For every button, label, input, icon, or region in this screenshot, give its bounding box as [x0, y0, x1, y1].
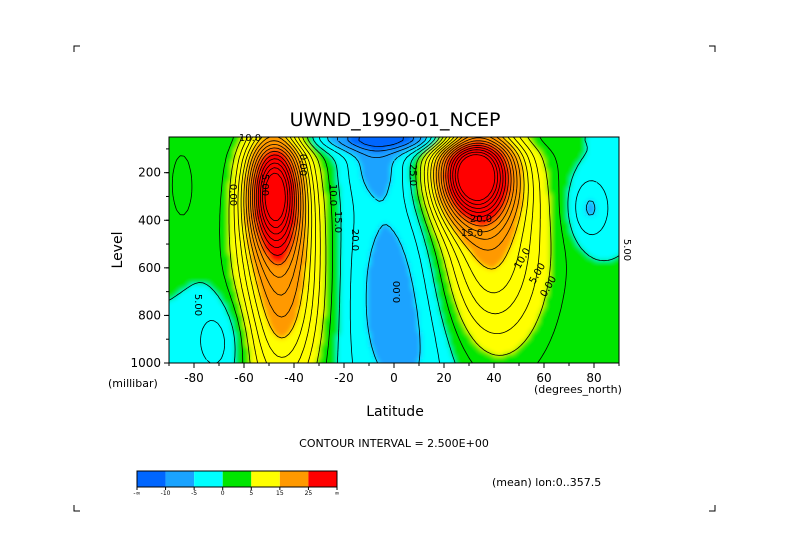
- colorbar-swatch: [222, 471, 252, 487]
- x-tick-label: -80: [184, 371, 204, 385]
- x-axis-label: Latitude: [366, 404, 424, 420]
- y-tick-label: 800: [138, 308, 161, 322]
- y-tick-label: 1000: [130, 356, 161, 370]
- footnote-lon-range: (mean) lon:0..357.5: [492, 476, 601, 489]
- contour-label: 10.0: [239, 133, 261, 144]
- colorbar-swatch: [279, 471, 309, 487]
- contour-line: [245, 137, 521, 318]
- contour-line: [237, 137, 534, 363]
- colorbar: -∞ -10 -5 0 5 15 25 ∞: [133, 470, 340, 497]
- colorbar-swatch: [194, 471, 223, 487]
- y-axis: 200 400 600 800 1000: [130, 148, 169, 370]
- contour-line: [257, 147, 504, 241]
- colorbar-label: 15: [276, 490, 284, 497]
- x-axis-units: (degrees_north): [534, 383, 622, 396]
- y-axis-label: Level: [110, 232, 126, 269]
- contour-line: [262, 151, 498, 228]
- contour-interval-text: CONTOUR INTERVAL = 2.500E+00: [299, 437, 489, 450]
- contour-line: [247, 137, 518, 296]
- contour-label: 5.00: [621, 239, 632, 261]
- y-axis-units: (millibar): [108, 377, 158, 390]
- contour-label: 20.0: [470, 214, 492, 225]
- colorbar-label: 25: [305, 490, 313, 497]
- contour-label: 20.0: [349, 229, 360, 251]
- contour-line: [260, 149, 501, 235]
- contour-label: 15.0: [461, 228, 483, 239]
- contour-line: [169, 137, 619, 363]
- x-tick-label: 0: [390, 371, 398, 385]
- contour-label: 5.00: [259, 174, 270, 196]
- filled-contour-field: [169, 137, 619, 363]
- contour-line: [200, 137, 609, 363]
- y-tick-label: 400: [138, 213, 161, 227]
- colorbar-label: -5: [191, 490, 197, 497]
- colorbar-label: -10: [161, 490, 171, 497]
- colorbar-label: -∞: [133, 490, 140, 497]
- colorbar-label: 5: [249, 490, 253, 497]
- contour-line: [233, 137, 541, 363]
- page-corner-marks: [73, 45, 716, 512]
- contour-label: 0.00: [227, 184, 238, 206]
- colorbar-swatch: [165, 471, 195, 487]
- contour-label: 15.0: [332, 211, 343, 233]
- contour-line: [228, 137, 552, 363]
- contour-line: [255, 145, 507, 248]
- contour-line: [254, 142, 509, 256]
- colorbar-label: 0: [221, 490, 225, 497]
- y-tick-label: 200: [138, 166, 161, 180]
- colorbar-swatch: [251, 471, 280, 487]
- x-tick-label: 40: [486, 371, 501, 385]
- x-tick-label: -60: [234, 371, 254, 385]
- contour-line: [243, 137, 525, 339]
- contour-label: 25.0: [407, 164, 418, 186]
- colorbar-swatch: [137, 471, 166, 487]
- contour-line: [264, 154, 496, 221]
- contour-label: 5.00: [192, 294, 203, 316]
- contour-line: [171, 137, 567, 363]
- x-tick-label: -40: [284, 371, 304, 385]
- x-tick-label: 20: [436, 371, 451, 385]
- y-tick-label: 600: [138, 261, 161, 275]
- colorbar-frame: [136, 470, 338, 488]
- chart-title: UWND_1990-01_NCEP: [290, 109, 501, 131]
- x-tick-label: 80: [586, 371, 601, 385]
- contour-line: [347, 137, 415, 152]
- x-axis: -80 -60 -40 -20 0 20 40 60 80: [168, 363, 620, 385]
- contour-label: 10.0: [327, 184, 338, 206]
- contour-label: 0.00: [392, 281, 403, 303]
- contour-line: [240, 137, 529, 358]
- contour-line: [336, 137, 422, 158]
- colorbar-swatch: [308, 471, 337, 487]
- contour-line: [250, 137, 515, 278]
- x-tick-label: -20: [334, 371, 354, 385]
- contour-label: 0.00: [297, 154, 308, 176]
- colorbar-label: ∞: [335, 490, 340, 497]
- contour-line: [327, 137, 596, 363]
- x-tick-label: 60: [536, 371, 551, 385]
- contour-line: [252, 140, 512, 266]
- contour-line: [358, 137, 404, 147]
